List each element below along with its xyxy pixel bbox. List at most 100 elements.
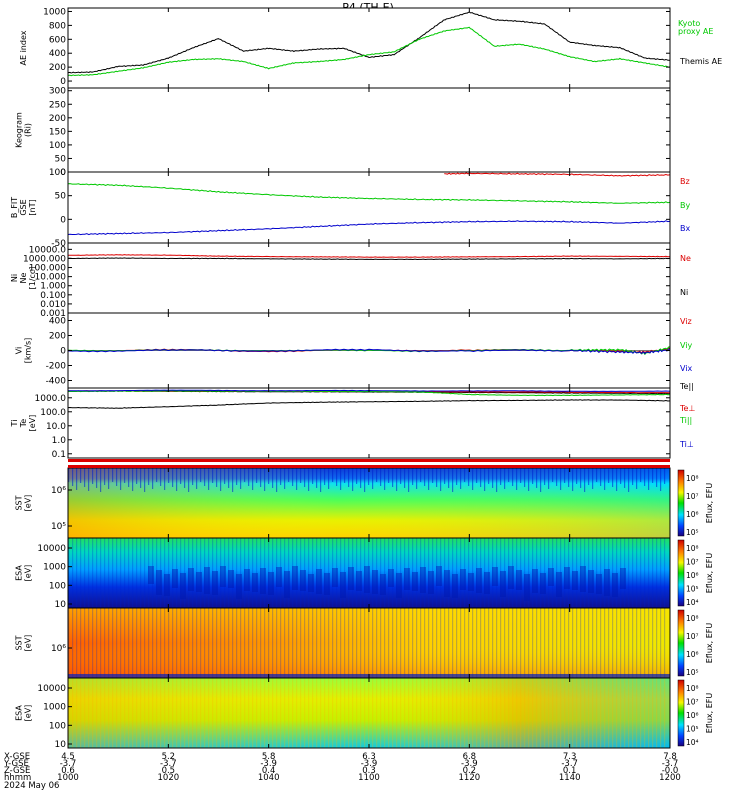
density-ytick-label-2: 0.100	[40, 291, 66, 301]
footer-z_gse-1: 0.5	[162, 766, 176, 776]
temperature-ylabel-0: Ti	[10, 420, 19, 428]
footer-z_gse-3: 0.3	[362, 766, 376, 776]
density-series-ne-line	[67, 254, 671, 258]
bfield-ytick-label-0: -50	[51, 239, 66, 249]
footer-y_gse-4: -3.9	[461, 759, 478, 769]
sst_i-ytick-label-0: 10⁶	[51, 644, 66, 654]
velocity-ytick-label-4: 400	[49, 317, 66, 327]
keogram-ytick-label-5: 250	[49, 100, 66, 110]
panel-temperature: Te|| Te⊥ Ti|| Ti⊥ 0.1 1.0 10.0 100.0 1000.0 Ti Te[…	[10, 382, 695, 460]
sst_i-colorbar-tick-1: 10⁷	[686, 632, 699, 641]
temperature-ytick-label-0: 0.1	[52, 450, 66, 460]
keogram-ytick-label-2: 100	[49, 141, 66, 151]
ae-ytick-label-3: 600	[49, 35, 66, 45]
temperature-plot-area	[68, 388, 670, 458]
bfield-legend-1: By	[680, 201, 690, 210]
bfield-ylabel-1: GSE	[19, 199, 28, 215]
esa_e-ytick-label-3: 10	[55, 600, 67, 610]
ae-ytick-label-1: 200	[49, 63, 66, 73]
ae-series-themis-ae-line	[67, 11, 670, 74]
footer-x_gse-3: 6.3	[362, 752, 376, 762]
sst_i-spectrogram-overlay	[68, 608, 670, 678]
ae-ytick-label-2: 400	[49, 49, 66, 59]
esa_i-spectrogram-overlay	[68, 678, 670, 748]
footer-y_gse-6: -3.7	[662, 759, 679, 769]
sst_e-colorbar-tick-1: 10⁷	[686, 492, 699, 501]
temperature-ytick-label-4: 1000.0	[35, 394, 67, 404]
sst_i-colorbar-tick-0: 10⁸	[686, 614, 699, 623]
bfield-ylabel-0: B_FIT	[10, 197, 19, 218]
ae-series-proxy-ae-line	[67, 26, 671, 77]
sst_i-texture	[68, 608, 666, 678]
velocity-ytick-label-2: 0	[60, 347, 66, 357]
ae-ylabel-0: AE index	[19, 30, 28, 65]
density-ytick-label-1: 0.010	[40, 300, 66, 310]
esa_e-ylabel-1: [eV]	[24, 565, 33, 582]
esa_e-colorbar-label: Eflux, EFU	[705, 553, 714, 594]
footer-x_gse-1: 5.2	[162, 752, 176, 762]
velocity-ytick-label-0: -400	[46, 377, 67, 387]
bfield-ylabel-2: [nT]	[28, 199, 37, 215]
esa_i-colorbar-tick-3: 10⁵	[686, 725, 699, 734]
sst_e-ylabel-0: SST	[15, 495, 24, 510]
esa_i-ytick-label-3: 10	[55, 740, 67, 750]
divider-bar-top	[68, 459, 670, 462]
footer-x_gse-2: 5.8	[262, 752, 276, 762]
density-ylabel-0: Ni	[10, 274, 19, 282]
sst_i-ylabel-1: [eV]	[24, 635, 33, 652]
footer-hhmm-3: 1100	[358, 773, 380, 783]
footer-x_gse-6: 7.8	[663, 752, 677, 762]
density-ytick-label-6: 1000.000	[23, 254, 66, 264]
keogram-ylabel-0: Keogram	[15, 112, 24, 148]
density-ylabel-1: Ne	[19, 272, 28, 283]
panel-sst_i: 10⁶ 10⁸ 10⁷ 10⁶ 10⁵ Eflux, EFU SST [eV]	[15, 607, 714, 679]
temperature-frame	[67, 387, 671, 459]
ae-legend-1-1: proxy AE	[678, 27, 713, 36]
esa_e-texture	[68, 538, 666, 608]
esa_e-ytick-label-2: 100	[49, 581, 66, 591]
velocity-legend-0: Viz	[680, 317, 692, 326]
footer-hhmm-1: 1020	[158, 773, 180, 783]
esa_i-colorbar-strip	[677, 679, 685, 747]
ae-legend-0: Themis AE	[679, 57, 722, 66]
bfield-ytick-label-3: 100	[49, 168, 66, 178]
ae-ytick-label-5: 1000	[43, 7, 66, 17]
esa_e-ytick-label-1: 1000	[43, 563, 66, 573]
sst_e-texture	[68, 468, 666, 492]
footer-y_gse-3: -3.9	[361, 759, 378, 769]
footer-hhmm-0: 1000	[57, 773, 79, 783]
esa_e-colorbar-tick-0: 10⁸	[686, 544, 699, 553]
footer-y_gse-1: -3.7	[160, 759, 177, 769]
temperature-legend-3: Ti⊥	[679, 440, 694, 449]
panel-sst_e: 10⁶ 10⁵ 10⁸ 10⁷ 10⁶ 10⁵ Eflux, EFU SST [eV]	[15, 467, 714, 539]
footer-date: 2024 May 06	[4, 781, 59, 791]
sst_i-colorbar-label: Eflux, EFU	[705, 623, 714, 664]
esa_e-colorbar-tick-2: 10⁶	[686, 571, 699, 580]
sst_e-colorbar: 10⁸ 10⁷ 10⁶ 10⁵ Eflux, EFU	[677, 469, 714, 537]
esa_e-ytick-label-0: 10000	[37, 544, 66, 554]
temperature-legend-2: Ti||	[679, 416, 692, 425]
density-plot-area	[68, 243, 670, 313]
esa_e-colorbar-strip	[677, 539, 685, 607]
esa_e-colorbar-tick-4: 10⁴	[686, 598, 699, 607]
footer-y_gse-5: -3.7	[561, 759, 578, 769]
bfield-series-bx-line	[67, 220, 671, 236]
esa_i-colorbar-tick-2: 10⁶	[686, 711, 699, 720]
velocity-legend-1: Viy	[680, 341, 693, 350]
esa_e-ylabel-0: ESA	[15, 565, 24, 581]
esa_i-texture	[68, 678, 666, 748]
panel-bfield: Bz By Bx -50 0 50 100 B_FIT GSE [nT]	[10, 168, 690, 249]
esa_e-spectrogram	[68, 538, 670, 608]
temperature-ylabel-2: [eV]	[28, 415, 37, 432]
bfield-legend-2: Bx	[680, 224, 690, 233]
footer-z_gse-0: 0.6	[61, 766, 75, 776]
temperature-ytick-label-2: 10.0	[46, 422, 66, 432]
velocity-ylabel-1: [km/s]	[24, 338, 33, 364]
esa_e-colorbar: 10⁸ 10⁷ 10⁶ 10⁵ 10⁴ Eflux, EFU	[677, 539, 714, 607]
keogram-ylabel-1: (Ri)	[24, 123, 33, 137]
esa_i-ytick-label-0: 10000	[37, 684, 66, 694]
esa_i-colorbar-tick-1: 10⁷	[686, 698, 699, 707]
density-ytick-label-3: 1.000	[40, 282, 66, 292]
esa_i-colorbar: 10⁸ 10⁷ 10⁶ 10⁵ 10⁴ Eflux, EFU	[677, 679, 714, 747]
